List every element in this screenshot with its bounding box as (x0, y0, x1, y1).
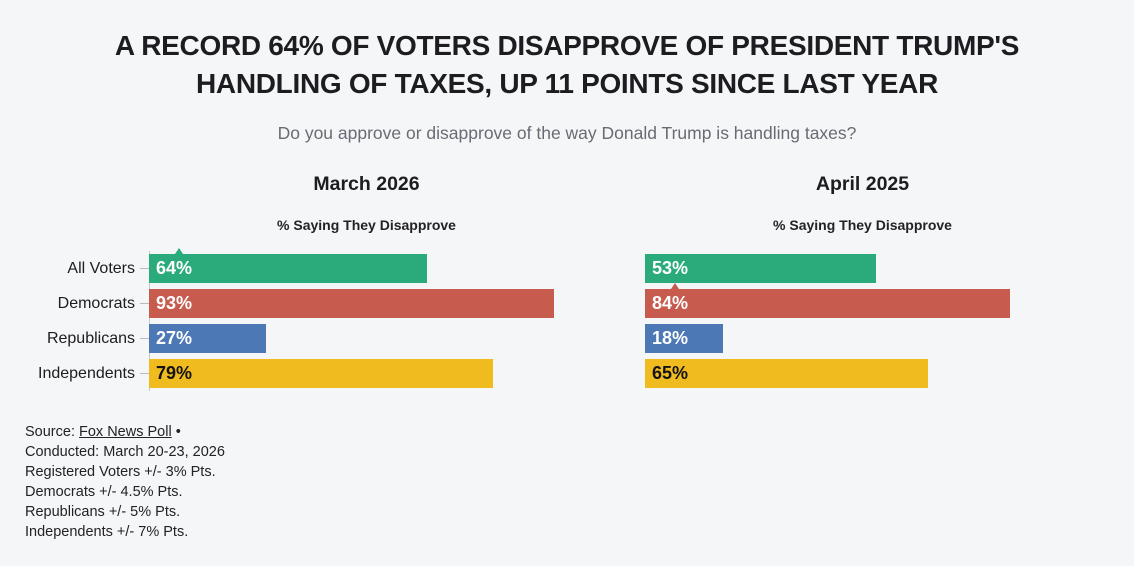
bar-republicans: 27% (149, 324, 267, 353)
bar-row: 84% (645, 283, 1080, 321)
bar-track: 84% (645, 283, 1080, 321)
bar-republicans: 18% (645, 324, 724, 353)
category-label: Independents (38, 364, 135, 382)
bar-row: All Voters 64% (67, 248, 584, 286)
chart-april-2025: April 2025 % Saying They Disapprove 53% 8… (645, 172, 1080, 391)
bar-track: 93% (149, 286, 584, 321)
bar-group-right: 53% 84% 18% 65% (645, 251, 1080, 391)
axis-tick-mark (140, 338, 149, 339)
chart-subtitle-left: % Saying They Disapprove (277, 217, 456, 233)
bar-track: 64% (149, 248, 584, 286)
chart-march-2026: March 2026 % Saying They Disapprove All … (25, 172, 584, 391)
category-label-cell: Independents (25, 356, 149, 391)
caret-marker (175, 248, 183, 254)
bar-value-label: 84% (652, 293, 689, 313)
chart-title-right: April 2025 (815, 173, 910, 195)
chart-title-left: March 2026 (313, 173, 420, 195)
page-subtitle: Do you approve or disapprove of the way … (277, 123, 857, 143)
chart-subtitle-right: % Saying They Disapprove (773, 217, 952, 233)
axis-tick-mark (140, 373, 149, 374)
axis-tick-mark (140, 268, 149, 269)
category-label: Democrats (57, 294, 135, 312)
category-label-cell: Democrats (25, 286, 149, 321)
bar-all-voters: 53% (645, 254, 876, 283)
axis-tick-mark (140, 303, 149, 304)
bar-value-label: 93% (156, 293, 193, 313)
bar-value-label: 27% (156, 328, 193, 348)
bar-independents: 79% (149, 359, 493, 388)
category-label-cell: Republicans (25, 321, 149, 356)
bar-value-label: 79% (156, 363, 193, 383)
bar-democrats: 84% (645, 283, 1011, 318)
source-link[interactable]: Fox News Poll (79, 424, 172, 440)
bar-row: Democrats 93% (58, 286, 584, 321)
page-title-line1: A RECORD 64% OF VOTERS DISAPPROVE OF PRE… (114, 30, 1020, 61)
footer-line: Independents +/- 7% Pts. (25, 524, 189, 540)
category-label: Republicans (46, 329, 135, 347)
bar-row: 18% (645, 321, 1080, 356)
bar-value-label: 64% (156, 258, 193, 278)
page-title-line2: HANDLING OF TAXES, UP 11 POINTS SINCE LA… (195, 68, 939, 99)
bar-row: 53% (645, 251, 1080, 286)
bar-row: Republicans 27% (47, 321, 584, 356)
bar-democrats: 93% (149, 289, 554, 318)
page-title: A RECORD 64% OF VOTERS DISAPPROVE OF PRE… (0, 27, 1134, 103)
footer-notes: Source: Fox News Poll • Conducted: March… (25, 422, 225, 542)
bar-group-left: All Voters 64% Democrats 93% Republicans 27% I… (38, 248, 584, 391)
bar-all-voters: 64% (149, 248, 428, 283)
source-prefix: Source: (25, 424, 79, 440)
footer-line: Conducted: March 20-23, 2026 (25, 444, 225, 460)
footer-line: Registered Voters +/- 3% Pts. (25, 464, 216, 480)
bar-value-label: 18% (652, 328, 689, 348)
bar-value-label: 65% (652, 363, 689, 383)
bar-track: 27% (149, 321, 584, 356)
category-label: All Voters (67, 259, 135, 277)
source-line: Source: Fox News Poll • (25, 422, 225, 442)
category-label-cell: All Voters (25, 251, 149, 286)
bar-track: 53% (645, 251, 1080, 286)
bar-track: 79% (149, 356, 584, 391)
bar-row: 65% (645, 356, 1080, 391)
footer-line: Republicans +/- 5% Pts. (25, 504, 181, 520)
bar-value-label: 53% (652, 258, 689, 278)
source-suffix: • (171, 424, 181, 440)
bar-track: 18% (645, 321, 1080, 356)
footer-line: Democrats +/- 4.5% Pts. (25, 484, 183, 500)
bar-independents: 65% (645, 359, 928, 388)
bar-row: Independents 79% (38, 356, 584, 391)
caret-marker (671, 283, 679, 289)
bar-track: 65% (645, 356, 1080, 391)
